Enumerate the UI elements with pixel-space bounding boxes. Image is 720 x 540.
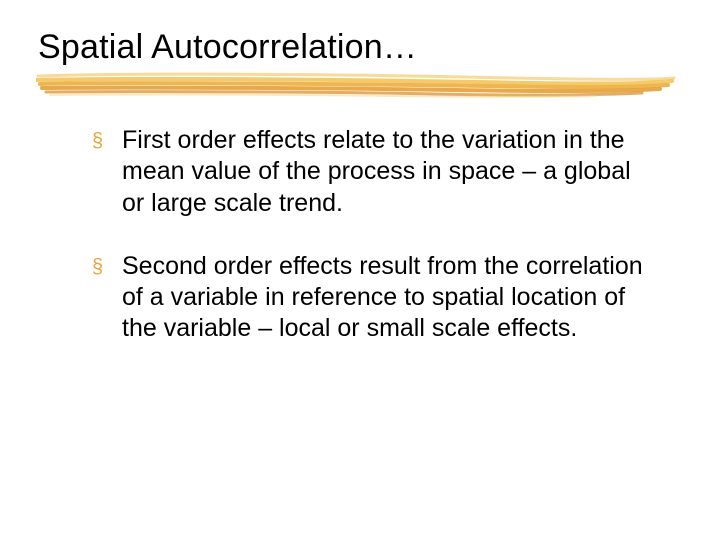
bullet-term: First order effects: [122, 126, 316, 154]
bullet-marker-icon: §: [92, 129, 103, 154]
bullet-item: § Second order effects result from the c…: [92, 251, 652, 345]
title-underline-brush: [36, 72, 676, 98]
bullet-term: Second order effects: [122, 252, 352, 280]
slide: Spatial Autocorrelation… § First order e…: [0, 0, 720, 540]
slide-body: § First order effects relate to the vari…: [92, 125, 652, 377]
slide-title: Spatial Autocorrelation…: [38, 28, 417, 67]
bullet-marker-icon: §: [92, 255, 103, 280]
bullet-item: § First order effects relate to the vari…: [92, 125, 652, 219]
